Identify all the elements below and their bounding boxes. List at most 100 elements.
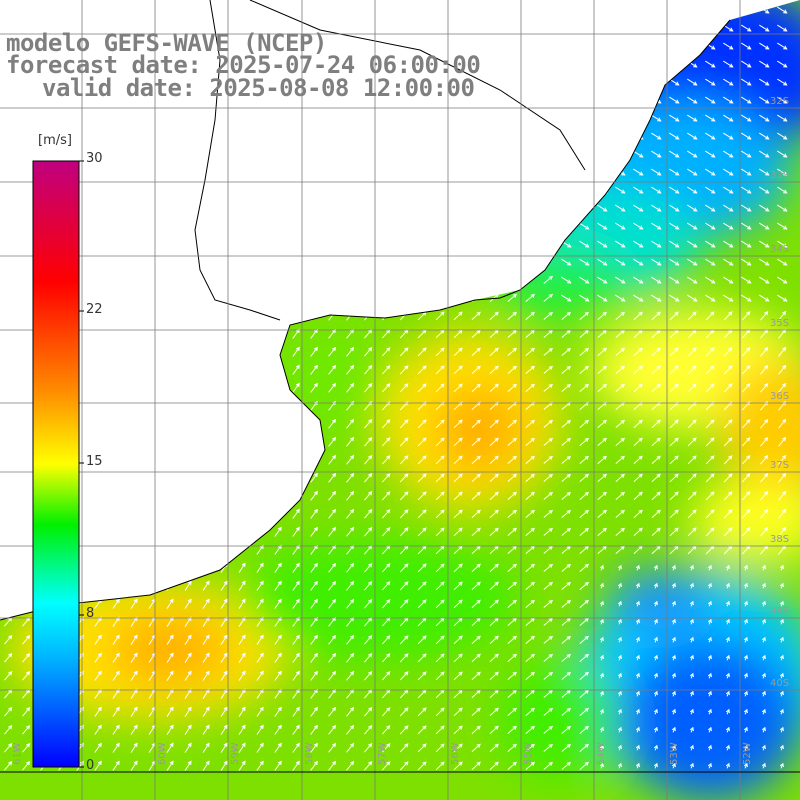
wind-arrow	[561, 725, 572, 734]
wind-arrow	[4, 490, 13, 501]
wind-arrow	[671, 708, 676, 715]
wind-arrow	[723, 240, 734, 248]
wind-arrow	[489, 41, 499, 51]
wind-arrow	[507, 221, 518, 230]
wind-arrow	[579, 455, 590, 464]
wind-arrow	[507, 59, 518, 68]
wind-arrow	[346, 148, 355, 159]
wind-arrow	[723, 311, 733, 321]
wind-arrow	[148, 202, 156, 213]
wind-arrow	[256, 364, 264, 375]
wind-arrow	[777, 78, 788, 86]
wind-arrow	[202, 544, 210, 555]
wind-arrow	[22, 112, 31, 123]
wind-arrow	[94, 490, 102, 501]
wind-arrow	[166, 724, 174, 735]
wind-arrow	[471, 5, 481, 15]
wind-arrow	[707, 564, 712, 571]
wind-arrow	[274, 166, 282, 177]
wind-arrow	[381, 527, 391, 537]
wind-arrow	[274, 688, 282, 699]
wind-arrow	[346, 634, 355, 645]
wind-arrow	[453, 653, 463, 663]
wind-arrow	[238, 4, 246, 15]
wind-arrow	[346, 40, 355, 51]
wind-arrow	[22, 490, 31, 501]
wind-arrow	[707, 672, 712, 679]
wind-arrow	[507, 239, 518, 248]
wind-arrow	[220, 436, 228, 447]
wind-arrow	[310, 472, 318, 483]
wind-arrow	[561, 222, 572, 230]
wind-arrow	[705, 240, 716, 248]
wind-arrow	[328, 706, 337, 717]
wind-arrow	[453, 563, 463, 573]
wind-arrow	[274, 328, 282, 339]
wind-arrow	[453, 581, 463, 591]
wind-arrow	[4, 472, 13, 483]
wind-arrow	[202, 670, 210, 681]
wind-arrow	[453, 671, 463, 681]
wind-arrow	[543, 581, 554, 590]
wind-arrow	[597, 132, 608, 140]
wind-arrow	[346, 670, 355, 681]
wind-arrow	[597, 455, 608, 464]
wind-arrow	[292, 580, 300, 591]
wind-arrow	[759, 78, 770, 86]
wind-arrow	[94, 652, 102, 663]
wind-arrow	[328, 130, 337, 141]
wind-arrow	[166, 346, 174, 357]
wind-arrow	[417, 113, 427, 123]
wind-arrow	[777, 132, 788, 140]
wind-arrow	[669, 132, 680, 140]
wind-arrow	[561, 707, 572, 716]
wind-arrow	[453, 347, 463, 357]
wind-arrow	[292, 670, 300, 681]
wind-arrow	[112, 454, 120, 465]
wind-arrow	[94, 130, 102, 141]
wind-arrow	[453, 257, 463, 267]
wind-arrow	[599, 708, 604, 715]
wind-arrow	[741, 186, 752, 194]
wind-arrow	[453, 293, 463, 303]
wind-arrow	[597, 96, 608, 104]
wind-arrow	[166, 652, 174, 663]
wind-arrow	[22, 760, 31, 771]
wind-arrow	[741, 24, 752, 32]
wind-arrow	[274, 256, 282, 267]
wind-arrow	[651, 347, 661, 357]
wind-arrow	[705, 294, 716, 302]
colorbar-tick-22: 22	[86, 302, 103, 317]
wind-arrow	[112, 418, 120, 429]
wind-arrow	[130, 184, 138, 195]
wind-arrow	[651, 383, 661, 393]
wind-arrow	[184, 364, 192, 375]
lat-label: 34S	[770, 244, 789, 255]
wind-arrow	[777, 6, 788, 14]
wind-arrow	[94, 436, 102, 447]
wind-arrow	[220, 526, 228, 537]
wind-arrow	[238, 418, 246, 429]
wind-arrow	[364, 202, 373, 213]
wind-arrow	[166, 310, 174, 321]
wind-arrow	[453, 491, 463, 501]
wind-arrow	[671, 744, 676, 751]
wind-arrow	[310, 202, 318, 213]
wind-arrow	[220, 328, 228, 339]
wind-arrow	[256, 346, 264, 357]
wind-arrow	[579, 258, 590, 266]
wind-arrow	[22, 436, 31, 447]
wind-arrow	[166, 598, 174, 609]
wind-arrow	[633, 42, 644, 50]
wind-arrow	[543, 455, 554, 464]
wind-arrow	[184, 508, 192, 519]
wind-arrow	[256, 130, 264, 141]
wind-arrow	[328, 472, 337, 483]
wind-arrow	[453, 527, 463, 537]
wind-arrow	[22, 454, 31, 465]
wind-arrow	[525, 761, 536, 770]
wind-arrow	[417, 221, 427, 231]
wind-arrow	[238, 238, 246, 249]
wind-arrow	[292, 364, 300, 375]
